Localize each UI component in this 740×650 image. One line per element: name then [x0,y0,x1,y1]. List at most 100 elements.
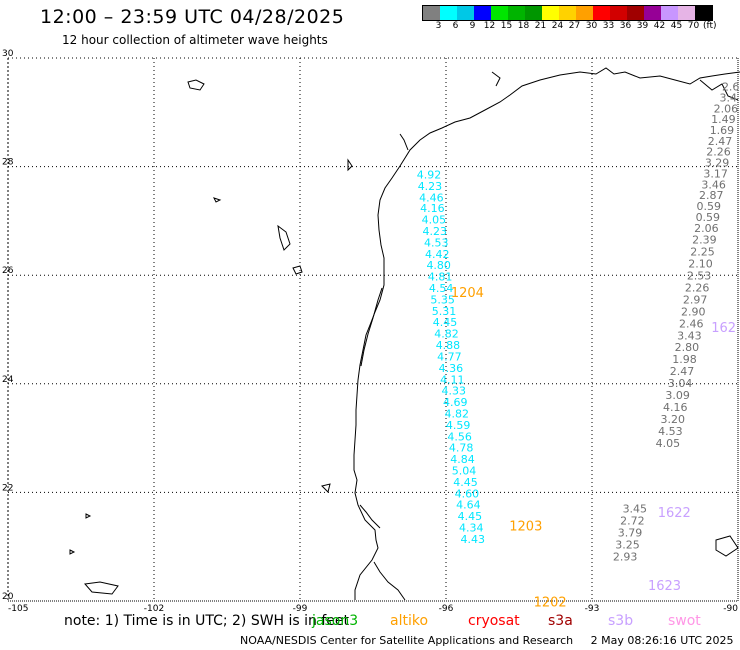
legend-label-4: 15 [500,21,513,31]
wave-height-value: 2.47 [708,135,733,148]
legend-label-6: 21 [534,21,547,31]
wave-height-value: 2.72 [620,514,645,527]
wave-height-value: 2.26 [706,146,731,159]
legend-swatch-3 [474,6,491,20]
wave-height-value: 4.23 [423,225,448,238]
inland-lake-4 [213,197,222,203]
wave-height-value: 4.78 [449,442,474,455]
satellite-jason3: jason3 [312,613,359,629]
wave-height-value: 4.33 [442,385,467,398]
legend-label-3: 12 [483,21,496,31]
satellite-s3b: s3b [608,613,634,629]
wave-height-value: 4.92 [417,169,442,182]
wave-height-value: 2.87 [699,189,724,202]
wave-height-value: 4.23 [418,180,443,193]
wave-height-value: 4.54 [429,282,454,295]
inland-lake-8 [321,483,331,493]
legend-label-8: 27 [568,21,581,31]
wave-height-value: 2.46 [679,317,704,330]
wave-height-value: 2.25 [690,246,715,259]
orbit-number-label: 1202 [534,595,567,610]
credit-text: NOAA/NESDIS Center for Satellite Applica… [240,634,574,647]
lat-tick-label: 20 [2,592,14,602]
legend-swatch-8 [559,6,576,20]
wave-height-value: 2.10 [688,258,713,271]
wave-height-value: 3.43 [677,329,702,342]
wave-height-value: 2.06 [694,222,719,235]
wave-height-value: 5.31 [432,305,457,318]
wave-height-value: 2.47 [670,365,695,378]
wave-height-value: 2.26 [685,281,710,294]
wave-height-value: 4.59 [446,419,471,432]
wave-height-value: 4.77 [437,350,462,363]
lat-tick-label: 22 [2,483,13,493]
legend-swatch-12 [627,6,644,20]
legend-swatch-4 [491,6,508,20]
wave-height-value: 4.05 [422,214,447,227]
lat-tick-label: 26 [2,266,14,276]
wave-height-value: 4.11 [440,373,465,386]
orbit-number-label: 1623 [648,579,681,594]
wave-height-value: 5.04 [452,464,477,477]
wave-height-value: 4.82 [434,328,459,341]
legend-label-2: 9 [469,21,476,31]
legend-label-10: 33 [602,21,615,31]
map-subtitle: 12 hour collection of altimeter wave hei… [62,33,328,47]
wave-height-value: 5.35 [430,293,455,306]
gulf-coastline [353,67,740,600]
wave-height-value: 3.17 [703,167,728,180]
wave-height-value: 4.69 [443,396,468,409]
inland-lake-9 [85,513,92,519]
legend-swatch-10 [593,6,610,20]
orbit-labels: 1204 1203 1202 162 1622 1623 [451,286,736,611]
lat-tick-label: 30 [2,49,14,59]
wave-height-value: 4.16 [420,202,445,215]
footer-note: note: 1) Time is in UTC; 2) SWH is in fe… [64,613,350,629]
satellite-cryosat: cryosat [468,613,520,629]
legend-label-11: 36 [619,21,632,31]
satellite-swot: swot [668,613,701,629]
wave-height-value: 4.45 [453,476,478,489]
wave-height-value: 2.06 [714,102,739,115]
wave-height-value: 4.42 [425,248,450,261]
wave-height-value: 4.45 [433,316,458,329]
inland-lake-3 [292,265,303,275]
wave-height-value: 4.56 [447,430,472,443]
color-legend-labels: 3 6 9 12 15 18 21 24 27 30 33 36 39 42 45 70 (ft) [422,21,717,31]
wave-height-value: 2.93 [613,550,638,563]
satellite-altiko: altiko [390,613,429,629]
legend-unit: (ft) [703,21,717,31]
inland-lake-2 [277,224,291,251]
legend-swatch-11 [610,6,627,20]
orbit-number-label: 1622 [658,506,691,521]
inland-lake-6 [715,535,739,557]
wave-height-value: 3.46 [701,178,726,191]
mexico-coast-south [373,561,406,601]
legend-label-7: 24 [551,21,564,31]
legend-swatch-13 [644,6,661,20]
wave-height-value: 2.39 [692,234,717,247]
wave-height-value: 3.09 [665,389,690,402]
barrier-island [360,287,383,367]
wave-height-value: 0.59 [696,211,721,224]
legend-swatch-0 [423,6,440,20]
wave-height-value: 4.53 [424,236,449,249]
wave-height-value: 4.36 [439,362,464,375]
lon-tick-label: -96 [439,604,454,614]
legend-label-1: 6 [452,21,459,31]
wave-height-value: 0.59 [697,200,722,213]
wave-height-value: 2.53 [687,270,712,283]
satellite-s3a: s3a [548,613,573,629]
inland-lake-10 [69,549,76,555]
inland-lake-7 [347,158,353,172]
legend-label-15: 70 [687,21,700,31]
orbit-number-label: 162 [711,321,736,336]
legend-label-12: 39 [636,21,649,31]
credit-timestamp: 2 May 08:26:16 UTC 2025 [590,634,734,647]
wave-height-value: 4.43 [461,533,486,546]
legend-swatch-16 [695,6,712,20]
wave-height-value: 3.4 [720,91,738,104]
legend-swatch-5 [508,6,525,20]
wave-height-value: 2.97 [683,293,708,306]
